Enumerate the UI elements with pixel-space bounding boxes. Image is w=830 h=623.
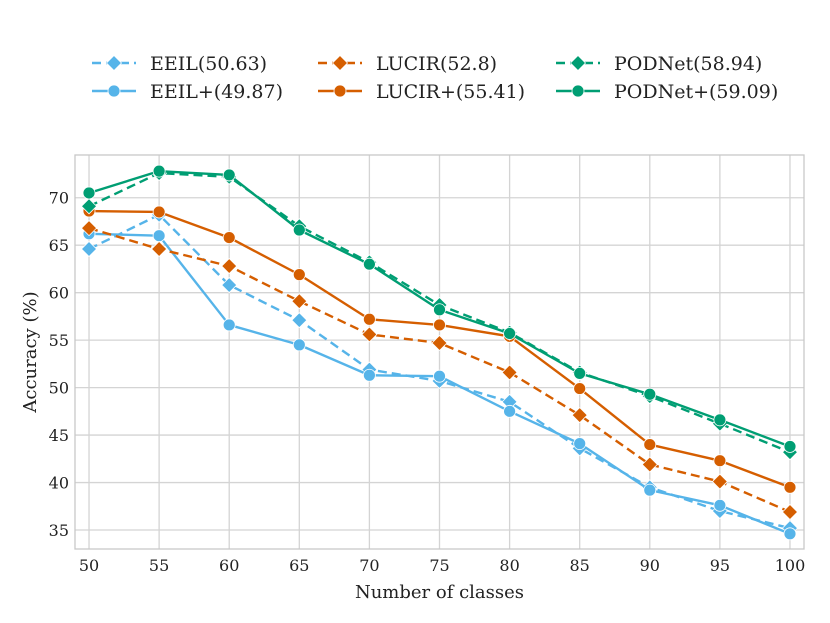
data-point-circle [107, 84, 121, 98]
data-point-circle [363, 257, 376, 271]
data-point-diamond [331, 54, 349, 72]
data-point-circle [643, 483, 657, 497]
data-point-diamond [105, 54, 123, 72]
legend-item: PODNet+(59.09) [556, 81, 778, 103]
data-point-circle [152, 164, 166, 178]
data-point-circle [571, 84, 585, 98]
data-point-diamond [641, 456, 658, 473]
data-point-circle [713, 498, 727, 512]
data-point-circle [433, 318, 446, 332]
data-point-circle [152, 205, 166, 219]
legend-label: EEIL(50.63) [150, 53, 267, 75]
legend: EEIL(50.63) EEIL+(49.87) LUCIR(52.8) LUCIR+… [92, 53, 778, 103]
x-tick-label: 65 [289, 556, 309, 575]
y-tick-label: 35 [49, 521, 69, 540]
x-tick-label: 60 [219, 556, 239, 575]
data-point-circle [573, 366, 587, 380]
y-tick-label: 50 [49, 379, 69, 398]
data-point-circle [783, 480, 797, 494]
data-point-circle [503, 404, 516, 418]
x-axis-title: Number of classes [355, 582, 524, 603]
legend-item: EEIL+(49.87) [92, 81, 283, 103]
data-point-diamond [80, 220, 98, 237]
data-point-circle [783, 527, 797, 541]
data-point-diamond [569, 54, 587, 72]
y-tick-labels: 35 40 45 50 55 60 65 70 [49, 189, 69, 540]
grid-lines [75, 155, 804, 549]
data-point-circle [713, 413, 727, 427]
x-tick-label: 50 [79, 556, 99, 575]
data-point-circle [363, 368, 376, 382]
data-point-diamond [221, 277, 238, 294]
data-point-circle [713, 454, 727, 468]
data-point-circle [82, 186, 96, 200]
data-point-diamond [781, 503, 799, 521]
data-point-diamond [151, 240, 168, 258]
legend-label: EEIL+(49.87) [150, 81, 283, 103]
data-point-diamond [431, 334, 448, 352]
x-tick-label: 100 [775, 556, 806, 575]
data-point-diamond [361, 326, 378, 343]
data-point-circle [433, 369, 446, 383]
data-point-circle [573, 382, 587, 395]
data-point-diamond [221, 258, 238, 275]
data-point-diamond [291, 293, 308, 310]
x-tick-labels: 50 55 60 65 70 75 80 85 90 95 100 [79, 556, 805, 575]
data-point-diamond [80, 198, 98, 215]
data-point-diamond [501, 364, 518, 381]
x-tick-label: 70 [359, 556, 379, 575]
data-point-diamond [80, 240, 98, 258]
data-point-circle [292, 268, 306, 282]
legend-label: LUCIR+(55.41) [376, 81, 525, 103]
data-point-circle [503, 327, 516, 340]
plot-frame [74, 154, 805, 550]
data-point-diamond [571, 407, 588, 424]
data-point-diamond [291, 312, 308, 329]
data-point-circle [573, 437, 587, 451]
data-point-circle [222, 318, 236, 332]
y-tick-label: 60 [49, 284, 69, 303]
data-point-circle [643, 387, 657, 401]
x-tick-label: 75 [429, 556, 449, 575]
x-tick-label: 80 [499, 556, 519, 575]
legend-item: EEIL(50.63) [92, 53, 267, 75]
y-tick-label: 65 [49, 236, 69, 255]
series-lucir [80, 220, 799, 521]
legend-label: LUCIR(52.8) [376, 53, 497, 75]
data-point-circle [292, 223, 306, 237]
data-point-circle [333, 84, 347, 98]
legend-label: PODNet(58.94) [614, 53, 762, 75]
data-point-circle [292, 338, 306, 352]
y-tick-label: 55 [49, 331, 69, 350]
x-tick-label: 90 [640, 556, 660, 575]
legend-label: PODNet+(59.09) [614, 81, 778, 103]
x-tick-label: 55 [149, 556, 169, 575]
y-tick-label: 70 [49, 189, 69, 208]
y-tick-label: 45 [49, 426, 69, 445]
data-point-circle [152, 229, 166, 243]
data-point-circle [643, 438, 657, 451]
data-point-circle [222, 168, 236, 182]
data-point-circle [222, 231, 236, 244]
data-point-diamond [711, 473, 728, 490]
data-point-circle [433, 303, 446, 317]
series-layer [80, 164, 799, 541]
y-axis-title: Accuracy (%) [20, 291, 41, 413]
x-tick-label: 85 [570, 556, 590, 575]
legend-item: LUCIR+(55.41) [318, 81, 525, 103]
data-point-circle [783, 440, 797, 453]
legend-item: PODNet(58.94) [556, 53, 762, 75]
data-point-circle [363, 312, 376, 326]
x-tick-label: 95 [710, 556, 730, 575]
legend-item: LUCIR(52.8) [318, 53, 497, 75]
series-podnet+ [82, 164, 797, 453]
y-tick-label: 40 [49, 474, 69, 493]
